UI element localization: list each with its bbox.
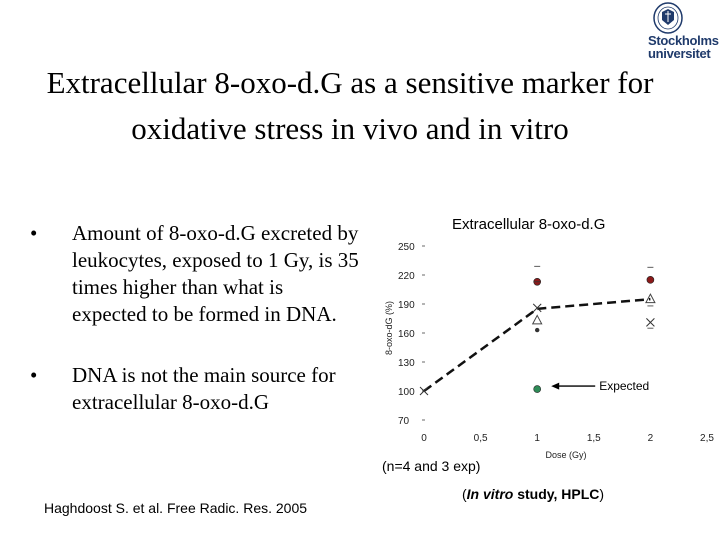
- data-point-cross: [532, 303, 542, 313]
- chart-title: Extracellular 8-oxo-d.G: [452, 216, 606, 233]
- data-point-dot: [535, 327, 540, 333]
- y-tick-label: 250: [398, 242, 415, 253]
- data-point-triangle: [531, 314, 543, 325]
- university-name: Stockholms universitet: [648, 33, 719, 61]
- data-point-circle: [646, 276, 655, 284]
- data-point-circle: [533, 385, 541, 393]
- x-axis-label: Dose (Gy): [545, 450, 586, 460]
- data-point-triangle: [645, 293, 656, 304]
- y-axis-label: 8-oxo-dG (%): [384, 301, 394, 355]
- y-tick-label: 70: [398, 416, 410, 427]
- method-note-italic: In vitro: [466, 486, 514, 502]
- bullet-text: Amount of 8-oxo-d.G excreted by leukocyt…: [72, 221, 359, 326]
- method-note: (In vitro study, HPLC): [462, 486, 604, 502]
- x-tick-label: 1,5: [587, 433, 601, 444]
- bullet-item: • DNA is not the main source for extrace…: [30, 362, 360, 416]
- bullet-glyph: •: [30, 363, 38, 387]
- expected-annotation: Expected: [599, 379, 649, 393]
- method-note-open: (: [462, 486, 467, 502]
- y-tick-label: 100: [398, 387, 415, 398]
- mean-dashed-line: [423, 297, 651, 393]
- method-note-rest: study, HPLC: [513, 486, 600, 502]
- y-tick-label: 190: [398, 300, 415, 311]
- x-tick-label: 1: [534, 433, 540, 444]
- y-tick-label: 220: [398, 271, 415, 282]
- data-point-cross: [419, 386, 429, 396]
- bullet-item: • Amount of 8-oxo-d.G excreted by leukoc…: [30, 220, 360, 328]
- citation: Haghdoost S. et al. Free Radic. Res. 200…: [44, 500, 308, 516]
- expected-arrow-head: [551, 382, 560, 390]
- slide-title: Extracellular 8-oxo-d.G as a sensitive m…: [46, 65, 654, 146]
- x-tick-label: 2,5: [700, 433, 714, 444]
- data-point-cross: [646, 318, 655, 327]
- y-tick-label: 160: [398, 329, 415, 340]
- x-tick-label: 2: [648, 433, 654, 444]
- y-tick-label: 130: [398, 358, 415, 369]
- dose-response-chart: 250 220 190 160 130 100 70 0 0,5 1 1,5 2 2,5 8-oxo-dG…: [384, 242, 714, 460]
- bullet-text: DNA is not the main source for extracell…: [72, 363, 336, 414]
- x-tick-label: 0: [421, 433, 427, 444]
- method-note-close: ): [599, 486, 605, 502]
- bullet-list: • Amount of 8-oxo-d.G excreted by leukoc…: [30, 220, 360, 416]
- x-tick-label: 0,5: [474, 433, 488, 444]
- sample-size-note: (n=4 and 3 exp): [382, 458, 481, 474]
- bullet-glyph: •: [30, 221, 38, 245]
- university-seal-icon: [653, 2, 683, 34]
